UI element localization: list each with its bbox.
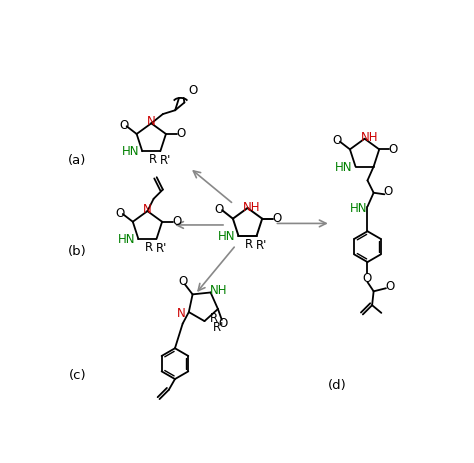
Text: R: R [145,241,153,254]
Text: (c): (c) [69,369,86,382]
Text: O: O [385,280,394,293]
Text: O: O [389,143,398,156]
Text: R: R [148,153,157,166]
Text: O: O [179,275,188,288]
Text: R': R' [156,242,168,255]
Text: NH: NH [210,284,228,297]
Text: O: O [172,215,182,228]
Text: O: O [383,185,393,198]
Text: N: N [177,307,185,320]
Text: (d): (d) [328,379,347,392]
Text: HN: HN [349,202,367,215]
Text: N: N [143,203,152,216]
Text: O: O [115,207,124,220]
Text: O: O [214,203,224,216]
Text: O: O [332,134,341,147]
Text: R: R [210,313,218,325]
Text: (a): (a) [68,154,87,167]
Text: N: N [147,115,155,128]
Text: O: O [188,84,198,98]
Text: NH: NH [243,201,260,214]
Text: R': R' [213,321,224,334]
Text: O: O [363,272,372,285]
Text: R: R [245,238,253,251]
Text: O: O [219,317,228,330]
Text: HN: HN [122,145,139,158]
Text: HN: HN [218,230,236,243]
Text: NH: NH [361,131,379,144]
Text: HN: HN [335,161,353,174]
Text: O: O [176,127,185,140]
Text: O: O [272,212,282,225]
Text: O: O [119,119,128,132]
Text: R': R' [160,154,172,167]
Text: (b): (b) [68,245,87,258]
Text: HN: HN [118,233,136,246]
Text: R': R' [256,238,268,251]
